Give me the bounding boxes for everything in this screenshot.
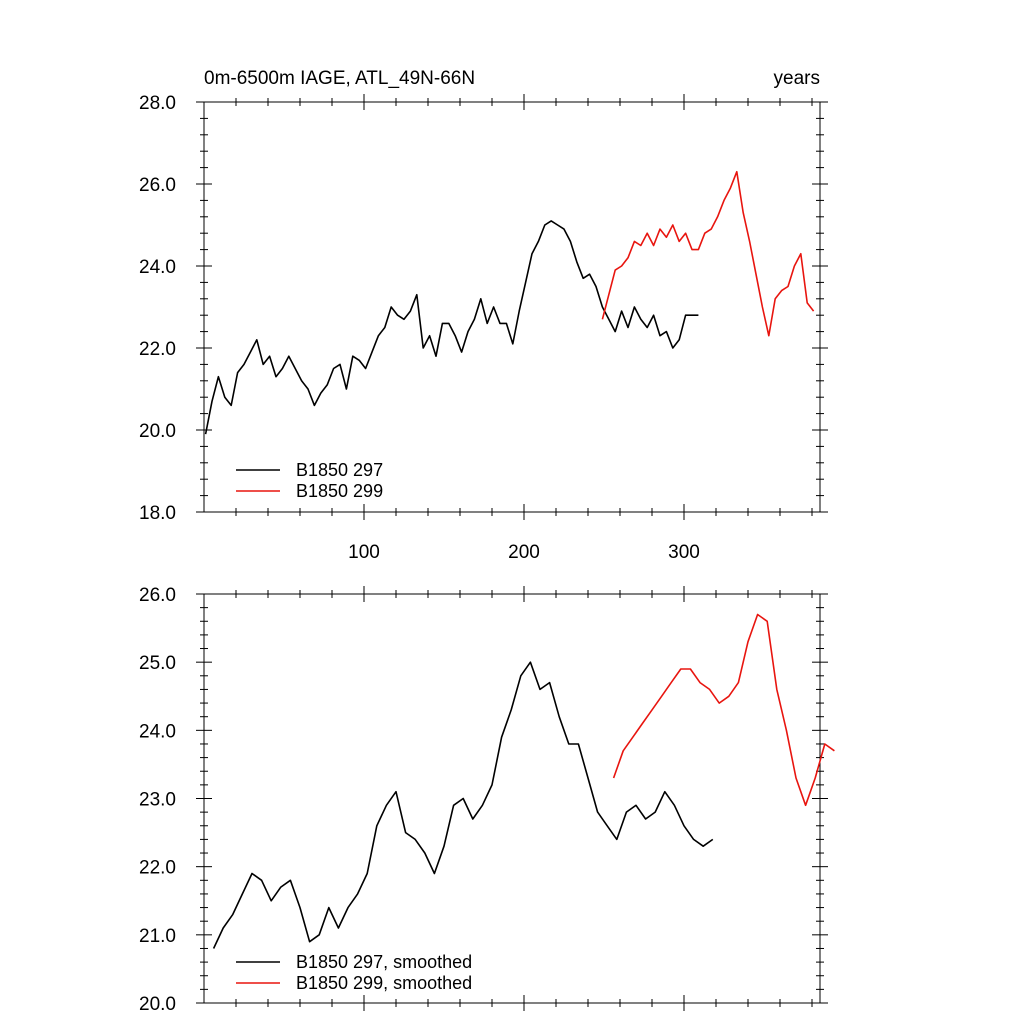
y-tick-label: 22.0	[139, 339, 176, 360]
x-tick-label: 300	[668, 542, 700, 563]
series-line-1	[204, 220, 699, 435]
y-tick-label: 18.0	[139, 503, 176, 524]
bottom-panel: 20.0 21.0 22.0 23.0 24.0 25.0 26.0 B1850 297, s…	[139, 585, 835, 1015]
chart-title: 0m-6500m IAGE, ATL_49N-66N	[204, 68, 475, 89]
legend-label: B1850 299	[296, 481, 383, 501]
top-panel: 18.0 20.0 22.0 24.0 26.0 28.0 100 200 300 0m-6500…	[139, 68, 828, 563]
series-line-1	[212, 661, 714, 949]
legend-label: B1850 297	[296, 460, 383, 480]
series-line-2	[612, 613, 835, 807]
legend-label: B1850 299, smoothed	[296, 973, 472, 993]
y-tick-label: 22.0	[139, 858, 176, 879]
legend-label: B1850 297, smoothed	[296, 952, 472, 972]
x-tick-label: 100	[348, 542, 380, 563]
plot-frame	[203, 101, 821, 513]
y-tick-label: 24.0	[139, 257, 176, 278]
y-tick-label: 26.0	[139, 585, 176, 606]
x-tick-label: 200	[508, 542, 540, 563]
y-tick-label: 25.0	[139, 653, 176, 674]
y-tick-label: 20.0	[139, 994, 176, 1015]
y-tick-label: 28.0	[139, 93, 176, 114]
plot-frame	[203, 593, 821, 1004]
chart-title-right: years	[774, 68, 820, 89]
y-tick-label: 20.0	[139, 421, 176, 442]
y-tick-label: 23.0	[139, 790, 176, 811]
series-line-2	[601, 170, 815, 337]
y-tick-label: 24.0	[139, 721, 176, 742]
y-tick-label: 26.0	[139, 175, 176, 196]
y-tick-label: 21.0	[139, 926, 176, 947]
